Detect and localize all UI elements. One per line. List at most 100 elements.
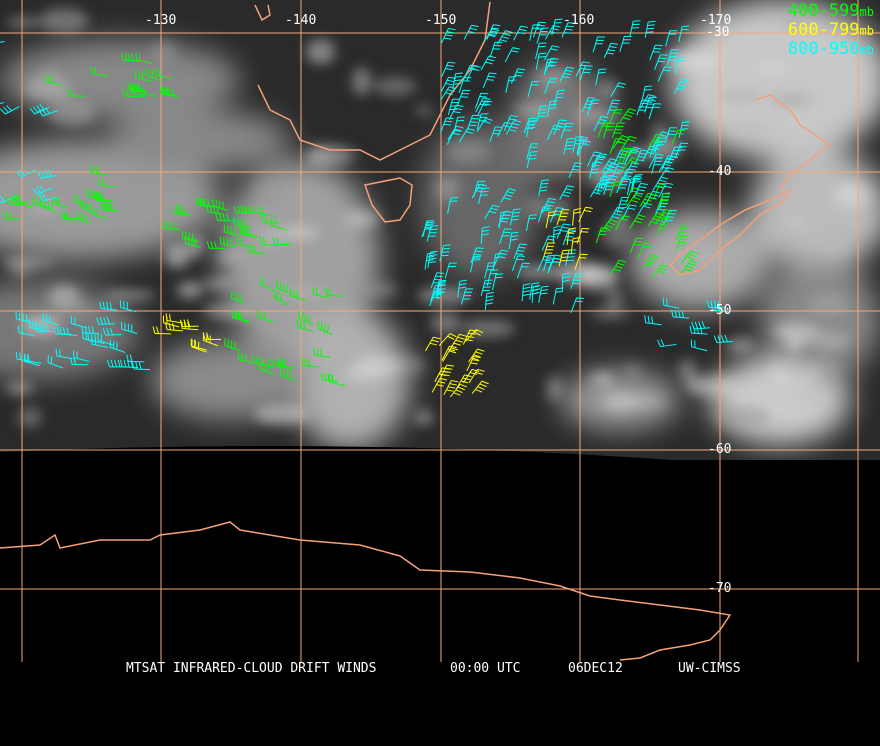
cloud-patch [732,120,775,137]
barb-feather [139,54,140,61]
barb-feather [242,353,243,360]
cloud-patch [6,382,34,394]
barb-feather [549,212,556,213]
barb-staff [134,369,150,370]
barb-feather [435,291,442,292]
barb-feather [556,288,563,289]
cloud-patch [216,247,246,262]
barb-feather [653,52,660,53]
latitude-label: -50 [708,304,731,317]
barb-feather [316,288,317,295]
barb-feather [481,93,488,94]
barb-feather [220,236,221,243]
barb-feather [625,148,632,149]
barb-feather [87,215,88,222]
cloud-patch [517,265,566,278]
barb-feather [529,159,536,160]
longitude-label: -130 [145,14,176,27]
cloud-patch [417,288,471,304]
cloud-patch [353,355,401,378]
barb-feather [474,256,481,257]
barb-feather [450,201,457,202]
cloud-patch [201,279,234,289]
barb-feather [530,155,537,156]
legend-entry-800-950: 800-950mb [788,40,874,59]
legend-entry-600-799: 600-799mb [788,21,874,40]
barb-feather [558,90,565,91]
barb-feather [660,55,667,56]
cloud-patch [335,213,356,222]
barb-feather [495,127,502,128]
cloud-patch [256,178,284,205]
barb-feather [614,142,621,143]
source-label: UW-CIMSS [678,662,741,676]
barb-feather [22,326,23,333]
barb-feather [227,238,228,245]
barb-feather [231,239,232,246]
cloud-patch [716,405,770,428]
cloud-patch [352,67,371,95]
cloud-patch [39,8,88,33]
barb-feather [635,241,642,242]
cloud-patch [430,311,460,334]
barb-feather [575,301,582,302]
barb-feather [533,24,540,25]
cloud-patch [414,409,433,425]
barb-feather [480,97,487,98]
satellite-wind-map: -130 -140 -150 -160 -170 -30 -40 -50 -60… [0,0,880,680]
pressure-legend: 400-599mb 600-799mb 800-950mb [788,2,874,59]
barb-feather [648,25,655,26]
cloud-patch [279,226,320,239]
cloud-patch [685,375,737,397]
barb-feather [530,215,537,216]
barb-feather [426,225,433,226]
barb-feather [600,181,607,182]
cloud-patch [306,39,336,65]
barb-feather [445,121,452,122]
cloud-patch [374,77,417,95]
barb-feather [512,216,519,217]
cloud-patch [306,147,330,168]
barb-feather [238,353,239,360]
barb-feather [554,259,561,260]
cloud-patch [18,407,42,428]
barb-feather [552,262,559,263]
product-title: MTSAT INFRARED-CLOUD DRIFT WINDS [126,662,376,676]
barb-feather [540,190,547,191]
barb-feather [644,243,651,244]
barb-feather [660,183,667,184]
barb-feather [577,298,584,299]
barb-feather [473,115,480,116]
barb-feather [550,101,557,102]
cloud-patch [150,41,177,62]
barb-feather [241,227,242,234]
barb-feather [659,187,666,188]
barb-feather [667,299,668,306]
barb-feather [542,180,549,181]
barb-feather [575,143,582,144]
barb-feather [425,229,432,230]
cloud-patch [25,78,71,101]
barb-feather [195,341,196,348]
cloud-patch [601,392,639,412]
barb-feather [471,118,478,119]
barb-feather [48,355,49,362]
barb-feather [546,66,553,67]
barb-feather [643,246,650,247]
barb-feather [612,103,619,104]
barb-feather [224,237,225,244]
barb-feather [456,73,463,74]
barb-feather [547,62,554,63]
cloud-patch [808,293,848,317]
barb-feather [557,94,564,95]
barb-feather [434,279,441,280]
barb-feather [236,311,237,318]
barb-feather [655,45,662,46]
longitude-label: -150 [425,14,456,27]
barb-feather [454,80,461,81]
barb-feather [613,100,620,101]
barb-feather [262,207,263,214]
legend-entry-400-599: 400-599mb [788,2,874,21]
barb-feather [529,218,536,219]
barb-feather [433,283,440,284]
